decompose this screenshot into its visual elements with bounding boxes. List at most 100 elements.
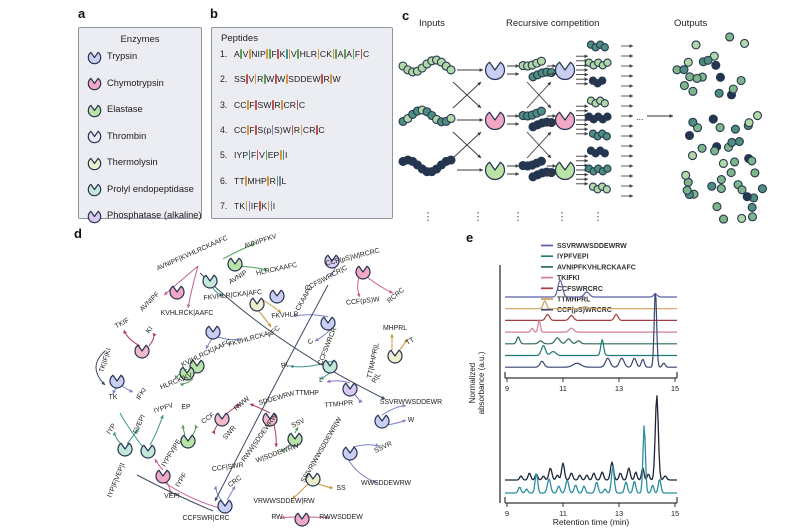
enzyme-item: Phosphatase (alkaline) (87, 207, 202, 223)
legend-entry: TKIFKI (557, 275, 580, 282)
x-tick-label: 15 (671, 509, 679, 518)
enzyme-pacman-icon (87, 104, 102, 117)
peptide-segment: S)W (274, 124, 292, 135)
cleavage-site-bar (288, 49, 291, 59)
network-enzyme-icon (387, 349, 403, 364)
network-enzyme-icon (262, 412, 278, 427)
network-enzyme-icon (342, 382, 358, 397)
peptide-segment: SDDEW (288, 74, 321, 85)
network-fragment-label: FKVHLR (271, 311, 299, 320)
cleavage-site-bar (286, 49, 288, 59)
network-enzyme-icon (374, 414, 390, 429)
network-enzyme-icon (294, 512, 310, 527)
network-fragment-label: IYPF (175, 472, 189, 489)
cleavage-site-bar (247, 124, 249, 135)
network-enzyme-icon (109, 374, 125, 389)
peptide-segment: F (250, 150, 257, 161)
network-fragment-label: KI (145, 325, 155, 334)
cleavage-site-bar (269, 49, 271, 59)
cleavage-site-bar (316, 124, 318, 135)
enzyme-pacman-icon (87, 77, 102, 91)
network-enzyme-icon (117, 442, 133, 457)
peptide-item: 3. CC F SW R CR C (220, 99, 305, 111)
enzyme-pacman-icon (484, 61, 506, 81)
enzyme-pacman-icon (87, 77, 102, 91)
network-fragment-label: AVNIPF (139, 291, 161, 313)
network-enzyme-icon (324, 254, 340, 269)
cleavage-site-bar (335, 49, 338, 59)
cleavage-site-bar (276, 175, 279, 186)
network-fragment-label: RWWSDDEW (319, 514, 363, 521)
network-enzyme-icon (169, 285, 185, 300)
enzymes-title: Enzymes (120, 34, 160, 45)
x-tick-label: 11 (559, 509, 567, 518)
cleavage-site-bar (245, 175, 247, 186)
network-fragment-label: CCF|SWR (211, 462, 244, 473)
peptide-segment: CC (234, 124, 247, 135)
network-fragment-label: IYPFV|PE (161, 438, 184, 468)
network-fragment-label: IYP|F|VEP|I (107, 462, 127, 498)
network-fragment-label: TTMHPR (324, 400, 353, 410)
peptide-segment: W (277, 74, 286, 85)
enzyme-pacman-icon (554, 111, 576, 131)
peptide-segment: L (281, 175, 287, 186)
network-enzyme-icon (342, 446, 358, 461)
x-axis-label: Retention time (min) (553, 517, 630, 527)
inputs-header: Inputs (419, 18, 445, 29)
cleavage-site-bar (263, 74, 266, 85)
cleavage-site-bar (249, 49, 251, 59)
cleavage-site-bar (282, 150, 285, 161)
cleavage-site-bar (267, 175, 270, 186)
cleavage-site-bar (317, 49, 320, 59)
network-enzyme-icon (217, 499, 233, 514)
enzyme-item: Trypsin (87, 48, 137, 64)
panel-label-c: c (402, 8, 410, 23)
peptide-segment: R (257, 74, 264, 85)
cleavage-site-bar (266, 49, 269, 59)
peptide-segment: R (293, 124, 301, 135)
cleavage-site-bar (254, 74, 257, 85)
network-enzyme-icon (269, 289, 285, 304)
legend: SSVRWWSDDEWRW IYPFVEPI AVNIPFKVHLRCKAAFC TK… (541, 243, 636, 314)
peptide-segment: K (279, 49, 286, 59)
network-fragment-label: SDDEWRW (258, 390, 296, 407)
network-fragment-label: KVHLRCK|AAFC (161, 310, 214, 317)
panel-c-flow-diagram: ... ⋮ ⋮ ⋮ ⋮ ⋮ (398, 32, 767, 224)
cleavage-site-bar (270, 200, 273, 211)
enzyme-item: Elastase (87, 101, 143, 117)
panel-label-b: b (210, 6, 218, 21)
cleavage-site-bar (245, 200, 248, 211)
network-fragment-label: TK|IF|KI (98, 347, 112, 373)
cleavage-site-bar (281, 99, 283, 110)
cleavage-site-bar (352, 49, 355, 59)
network-enzyme-icon (134, 344, 150, 359)
enzyme-name: Trypsin (107, 51, 138, 61)
cleavage-site-bar (265, 150, 268, 161)
network-fragment-label: VRWWSDDEW|RW (253, 498, 315, 505)
cleavage-site-bar (332, 49, 335, 59)
enzyme-pacman-icon (87, 157, 102, 170)
network-fragment-label: SSVR (373, 440, 393, 455)
competition-row (398, 154, 588, 186)
x-tick-label: 15 (671, 384, 679, 393)
peptide-segment: V (242, 49, 249, 59)
network-fragment-label: CCFSWR|CRC (183, 515, 230, 522)
y-axis-label: Normalizedabsorbance (a.u.) (468, 351, 486, 414)
outputs-bead-cluster (672, 32, 767, 224)
peptide-segment: IYP (234, 150, 249, 161)
network-enzyme-icon (155, 469, 171, 484)
network-enzyme-icon (249, 297, 265, 312)
legend-entry: AVNIPFKVHLRCKAAFC (557, 264, 636, 271)
cleavage-site-bar (267, 200, 270, 211)
outputs-header: Outputs (674, 18, 708, 29)
cleavage-site-bar (360, 49, 363, 59)
network-fragment-label: RL (280, 361, 291, 370)
x-tick-label: 9 (505, 384, 509, 393)
peptide-segment: IF (250, 200, 259, 211)
peptide-segment: R (274, 99, 281, 110)
peptide-segment: I (272, 200, 276, 211)
enzyme-item: Thermolysin (87, 154, 158, 170)
enzyme-name: Thermolysin (107, 157, 158, 167)
network-fragment-label: RW (271, 514, 283, 521)
